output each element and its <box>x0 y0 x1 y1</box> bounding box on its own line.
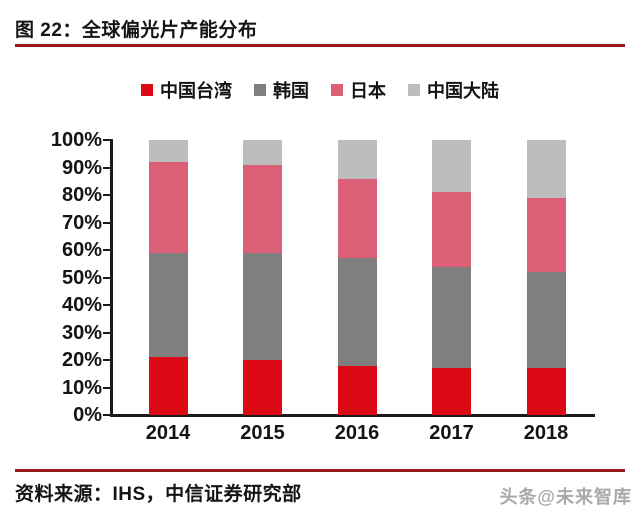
plot-area <box>112 140 595 415</box>
bar-segment-韩国 <box>432 266 471 369</box>
y-axis-tick-label: 90% <box>61 156 102 179</box>
chart-legend: 中国台湾 韩国 日本 中国大陆 <box>0 77 640 103</box>
y-axis-tick-label: 70% <box>61 211 102 234</box>
bar-segment-中国大陆 <box>148 140 188 162</box>
y-axis-tick <box>103 276 110 279</box>
legend-swatch-icon <box>331 84 343 96</box>
footer-divider-line <box>15 469 625 472</box>
y-axis-tick-label: 0% <box>73 404 102 426</box>
y-axis-line <box>110 139 113 417</box>
x-axis-tick-label: 2017 <box>429 422 474 444</box>
y-axis-tick <box>103 414 110 416</box>
legend-item-0: 中国台湾 <box>141 77 232 103</box>
x-axis-tick-label: 2015 <box>240 422 285 444</box>
x-axis-tick-label: 2016 <box>334 422 380 444</box>
y-axis-tick-label: 80% <box>61 184 102 206</box>
legend-label: 韩国 <box>273 81 309 101</box>
bar-segment-韩国 <box>243 252 282 360</box>
legend-label: 中国台湾 <box>160 81 232 101</box>
bar-segment-韩国 <box>148 252 188 358</box>
y-axis-tick <box>103 194 110 196</box>
bar-segment-中国大陆 <box>243 140 282 165</box>
y-axis-tick <box>103 221 110 224</box>
bar-segment-中国台湾 <box>243 360 282 415</box>
bar-segment-中国台湾 <box>337 365 377 415</box>
bar-segment-日本 <box>337 178 377 259</box>
stacked-bar-2014 <box>148 140 188 415</box>
y-axis-tick <box>103 166 110 169</box>
watermark-text: 头条@未来智库 <box>499 487 632 507</box>
y-axis-tick <box>103 331 110 334</box>
legend-label: 中国大陆 <box>427 81 499 101</box>
bar-segment-中国大陆 <box>432 140 471 193</box>
bar-segment-中国大陆 <box>526 140 566 198</box>
stacked-bar-2015 <box>243 140 282 415</box>
y-axis-tick-label: 30% <box>61 321 102 344</box>
bar-segment-日本 <box>148 162 188 253</box>
bar-segment-韩国 <box>526 272 566 369</box>
y-axis-tick-label: 40% <box>61 294 102 316</box>
bar-segment-日本 <box>526 197 566 272</box>
y-axis-tick-label: 10% <box>61 376 102 399</box>
y-axis-tick-label: 60% <box>61 239 102 261</box>
bar-segment-中国台湾 <box>432 368 471 415</box>
stacked-bar-2017 <box>432 140 471 415</box>
y-axis-tick <box>103 359 110 361</box>
legend-item-1: 韩国 <box>254 77 309 103</box>
legend-item-3: 中国大陆 <box>408 77 499 103</box>
legend-item-2: 日本 <box>331 77 386 103</box>
y-axis-tick <box>103 386 110 389</box>
legend-swatch-icon <box>254 84 266 96</box>
stacked-bar-2018 <box>526 140 566 415</box>
legend-swatch-icon <box>141 84 153 96</box>
legend-label: 日本 <box>350 81 386 101</box>
legend-swatch-icon <box>408 84 420 96</box>
figure-title: 图 22：全球偏光片产能分布 <box>15 20 258 41</box>
bar-segment-韩国 <box>337 258 377 366</box>
bar-segment-中国大陆 <box>337 140 377 179</box>
bar-segment-中国台湾 <box>526 368 566 415</box>
x-axis-tick-label: 2018 <box>523 422 569 444</box>
y-axis-tick <box>103 249 110 251</box>
bar-segment-中国台湾 <box>148 357 188 415</box>
y-axis-tick-label: 100% <box>50 129 102 151</box>
y-axis-tick <box>103 304 110 306</box>
bar-segment-日本 <box>432 192 471 267</box>
stacked-bar-2016 <box>337 140 377 415</box>
y-axis-tick-label: 20% <box>61 349 102 371</box>
y-axis-tick-label: 50% <box>61 266 102 289</box>
x-axis-tick-label: 2014 <box>145 422 191 444</box>
x-axis-line <box>110 414 595 417</box>
source-note: 资料来源：IHS，中信证券研究部 <box>15 484 302 505</box>
title-divider-line <box>15 44 625 47</box>
bar-segment-日本 <box>243 164 282 253</box>
y-axis-tick <box>103 139 110 141</box>
